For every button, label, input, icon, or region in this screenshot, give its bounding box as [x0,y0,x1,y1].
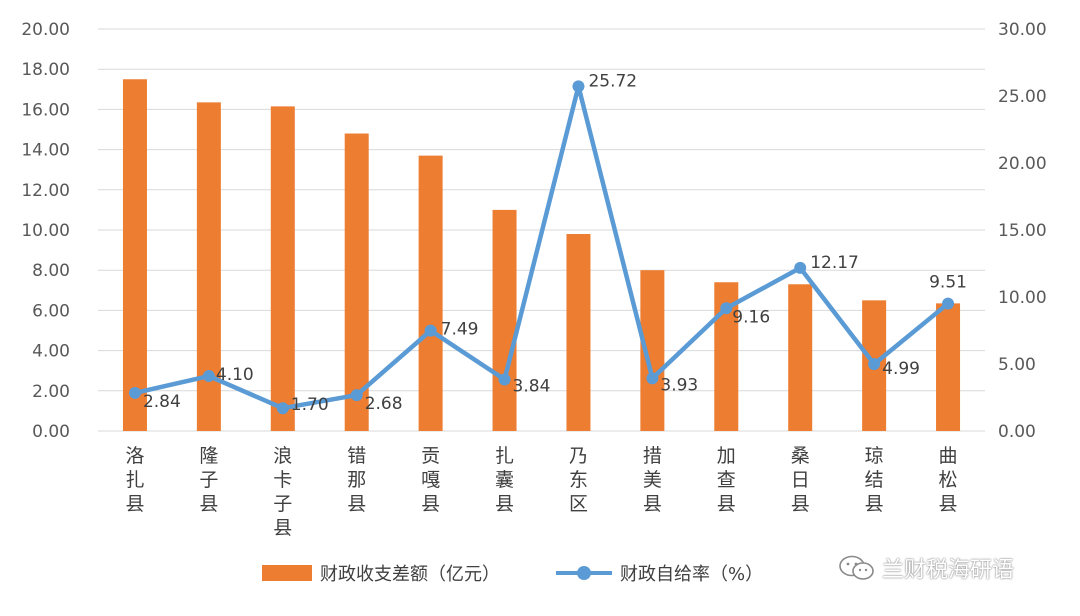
line-point [202,370,215,383]
chart-canvas: 0.00 2.00 4.00 6.00 8.00 10.00 12.00 14.00 16.00… [21,20,1047,539]
y-right-tick-label: 25.00 [998,87,1047,107]
data-label: 2.84 [143,392,181,412]
legend-item-line: 财政自给率（%） [556,560,763,586]
line-point [350,389,363,402]
bar [418,155,443,431]
watermark: 兰财税海研语 [838,552,1014,584]
bar [936,303,961,431]
data-label: 2.68 [365,394,403,414]
y-right-tick-label: 10.00 [998,288,1047,308]
watermark-text: 兰财税海研语 [882,558,1015,583]
y-left-tick-label: 2.00 [32,382,70,402]
line-point [942,297,955,310]
y-left-tick-label: 18.00 [21,60,70,80]
data-label: 9.16 [732,307,770,327]
line-point [794,261,807,274]
bar [122,79,147,431]
legend-item-bar: 财政收支差额（亿元） [262,560,500,586]
x-tick-label: 洛扎县 [125,445,144,515]
x-tick-label: 浪卡子县 [273,445,292,539]
y-left-tick-label: 16.00 [21,100,70,120]
bar [270,106,295,431]
data-label: 25.72 [588,71,637,91]
y-right-tick-label: 20.00 [998,154,1047,174]
x-tick-label: 加查县 [717,445,736,515]
x-tick-label: 扎囊县 [495,445,514,515]
line-point [498,373,511,386]
y-left-tick-label: 14.00 [21,141,70,161]
data-label: 4.99 [882,359,920,379]
data-label: 4.10 [216,365,254,385]
data-label: 3.93 [660,375,698,395]
y-right-tick-label: 0.00 [998,422,1036,442]
y-left-tick-label: 12.00 [21,181,70,201]
y-left-tick-label: 20.00 [21,20,70,40]
y-right-tick-label: 5.00 [998,355,1036,375]
y-right-tick-label: 30.00 [998,20,1047,40]
legend-line-swatch [556,565,612,581]
y-left-tick-label: 10.00 [21,221,70,241]
data-label: 1.70 [291,395,329,415]
y-left-tick-label: 4.00 [32,342,70,362]
x-tick-label: 琼结县 [865,445,884,515]
bar [492,209,517,431]
bar [566,234,591,431]
line-point [424,324,437,337]
x-tick-label: 桑日县 [791,445,810,515]
y-left-tick-label: 8.00 [32,261,70,281]
y-left-tick-label: 0.00 [32,422,70,442]
series-line [134,84,950,411]
legend-bar-swatch [262,565,312,581]
data-label: 7.49 [441,320,479,340]
legend-bar-label: 财政收支差额（亿元） [320,564,500,585]
line-point [720,302,733,315]
data-label: 9.51 [929,273,967,293]
legend: 财政收支差额（亿元） 财政自给率（%） [262,560,819,586]
legend-line-label: 财政自给率（%） [620,564,764,585]
data-label: 3.84 [513,377,551,397]
line-point [868,358,881,371]
x-tick-label: 曲松县 [939,445,958,515]
y-right-tick-label: 15.00 [998,221,1047,241]
data-label: 12.17 [810,253,859,273]
wechat-icon [839,555,874,580]
x-tick-label: 隆子县 [199,445,218,515]
line-point [128,386,141,399]
line-point [646,372,659,385]
line-point [276,402,289,415]
x-tick-label: 贡嘎县 [421,445,440,515]
x-tick-label: 错那县 [347,445,366,515]
y-left-tick-label: 6.00 [32,301,70,321]
bar [344,133,369,431]
x-tick-label: 乃东区 [569,445,588,515]
bar [788,284,813,431]
x-tick-label: 措美县 [643,445,662,515]
line-point [572,80,585,93]
